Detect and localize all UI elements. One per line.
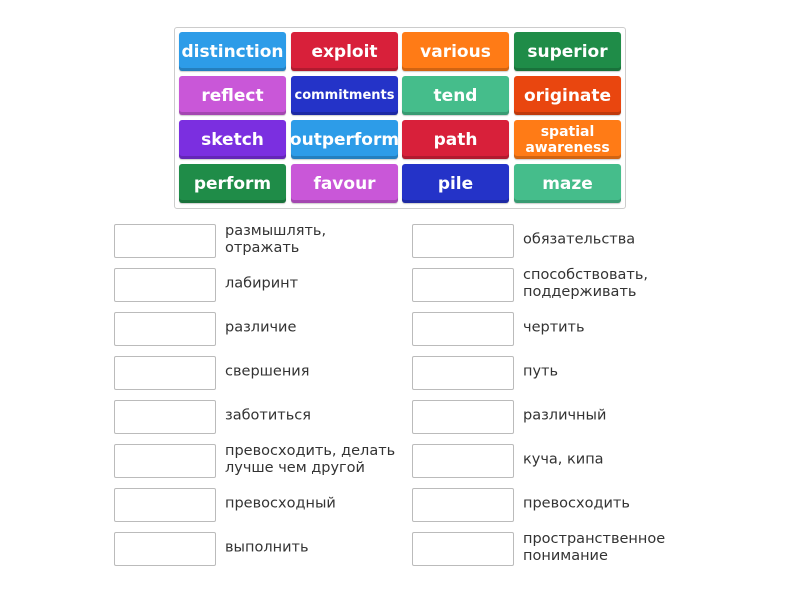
definition-label: обязательства: [523, 231, 636, 248]
definition-label: чертить: [523, 319, 585, 336]
word-tile[interactable]: perform: [179, 164, 286, 203]
word-tile[interactable]: reflect: [179, 76, 286, 115]
drop-slot[interactable]: [114, 268, 216, 302]
definition-label: способствовать, поддерживать: [523, 267, 648, 300]
word-tile[interactable]: spatial awareness: [514, 120, 621, 159]
word-tile[interactable]: tend: [402, 76, 509, 115]
drop-slot[interactable]: [114, 532, 216, 566]
drop-slot[interactable]: [412, 268, 514, 302]
definition-label: куча, кипа: [523, 451, 604, 468]
drop-slot[interactable]: [412, 488, 514, 522]
definition-label: свершения: [225, 363, 310, 380]
word-tile[interactable]: outperform: [290, 120, 399, 159]
definition-label: превосходить, делать лучше чем другой: [225, 443, 396, 476]
drop-slot[interactable]: [412, 224, 514, 258]
word-tile[interactable]: exploit: [291, 32, 398, 71]
word-tile[interactable]: sketch: [179, 120, 286, 159]
word-tile[interactable]: favour: [291, 164, 398, 203]
drop-slot[interactable]: [114, 356, 216, 390]
drop-slot[interactable]: [114, 312, 216, 346]
definition-label: превосходить: [523, 495, 630, 512]
word-tile[interactable]: maze: [514, 164, 621, 203]
word-tile[interactable]: originate: [514, 76, 621, 115]
drop-slot[interactable]: [114, 444, 216, 478]
definition-label: различие: [225, 319, 297, 336]
definition-label: пространственное понимание: [523, 531, 666, 564]
word-tile[interactable]: superior: [514, 32, 621, 71]
definition-label: выполнить: [225, 539, 309, 556]
definition-label: лабиринт: [225, 275, 299, 292]
definition-label: различный: [523, 407, 607, 424]
definition-label: заботиться: [225, 407, 311, 424]
drop-slot[interactable]: [412, 444, 514, 478]
drop-slot[interactable]: [114, 400, 216, 434]
word-tile[interactable]: various: [402, 32, 509, 71]
word-tile[interactable]: path: [402, 120, 509, 159]
drop-slot[interactable]: [412, 400, 514, 434]
word-tile[interactable]: commitments: [291, 76, 398, 115]
word-tile[interactable]: pile: [402, 164, 509, 203]
drop-slot[interactable]: [412, 532, 514, 566]
drop-slot[interactable]: [114, 488, 216, 522]
drop-slot[interactable]: [412, 356, 514, 390]
drop-slot[interactable]: [114, 224, 216, 258]
definition-label: превосходный: [225, 495, 336, 512]
drop-slot[interactable]: [412, 312, 514, 346]
word-tile[interactable]: distinction: [179, 32, 286, 71]
definition-label: путь: [523, 363, 559, 380]
definition-label: размышлять, отражать: [225, 223, 327, 256]
